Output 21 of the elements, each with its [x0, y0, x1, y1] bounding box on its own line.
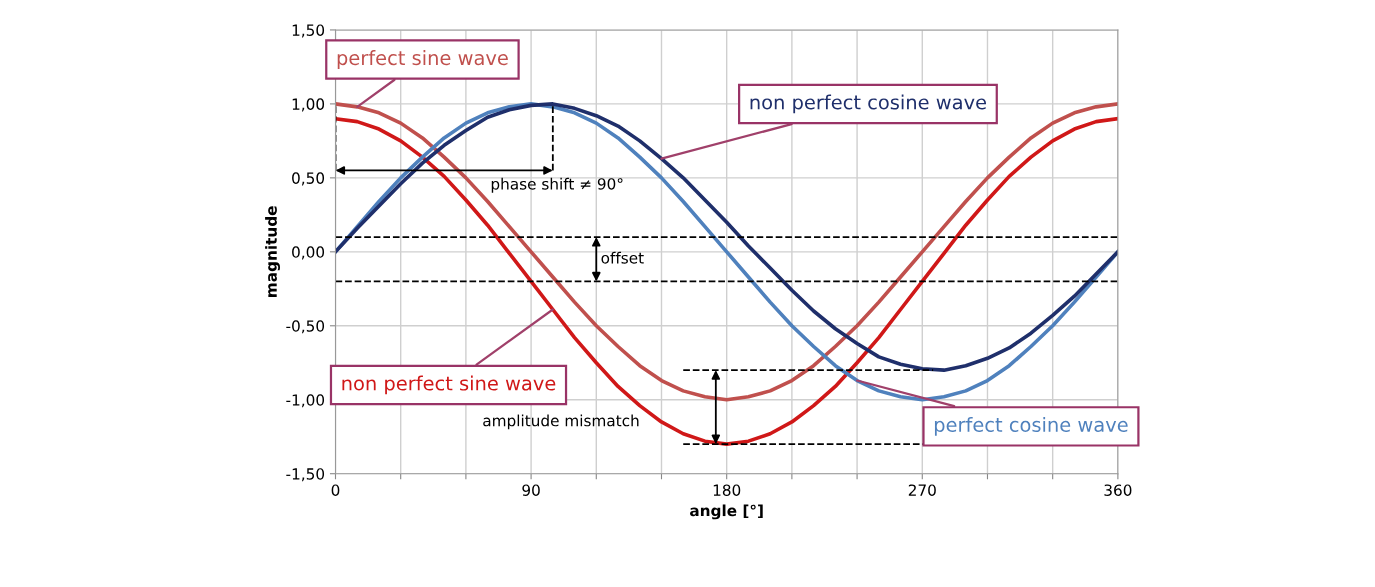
- y-tick-label: 0,50: [292, 172, 325, 186]
- x-tick-label: 180: [713, 484, 741, 496]
- annotation: phase shift ≠ 90°: [491, 177, 623, 193]
- y-tick-label: -0,50: [286, 320, 325, 334]
- annotation: amplitude mismatch: [483, 414, 639, 430]
- y-tick-label: -1,00: [286, 394, 325, 408]
- y-axis-title: magnitude: [265, 206, 280, 297]
- text: non perfect sine wave: [342, 375, 556, 395]
- y-tick-label: 1,50: [292, 24, 325, 38]
- x-tick-label: 360: [1104, 484, 1132, 496]
- series-label: perfect sine wave: [337, 50, 508, 69]
- text: non perfect cosine wave: [750, 94, 987, 114]
- annotation: offset: [601, 251, 644, 264]
- y-tick-label: 1,00: [292, 98, 325, 112]
- y-tick-label: -1,50: [286, 468, 325, 482]
- x-axis-title: angle [°]: [690, 504, 763, 520]
- y-tick-label: 0,00: [292, 246, 325, 260]
- x-tick-label: 0: [331, 484, 340, 496]
- x-tick-label: 270: [908, 484, 936, 496]
- x-tick-label: 90: [522, 484, 540, 496]
- series-label: perfect cosine wave: [934, 416, 1128, 436]
